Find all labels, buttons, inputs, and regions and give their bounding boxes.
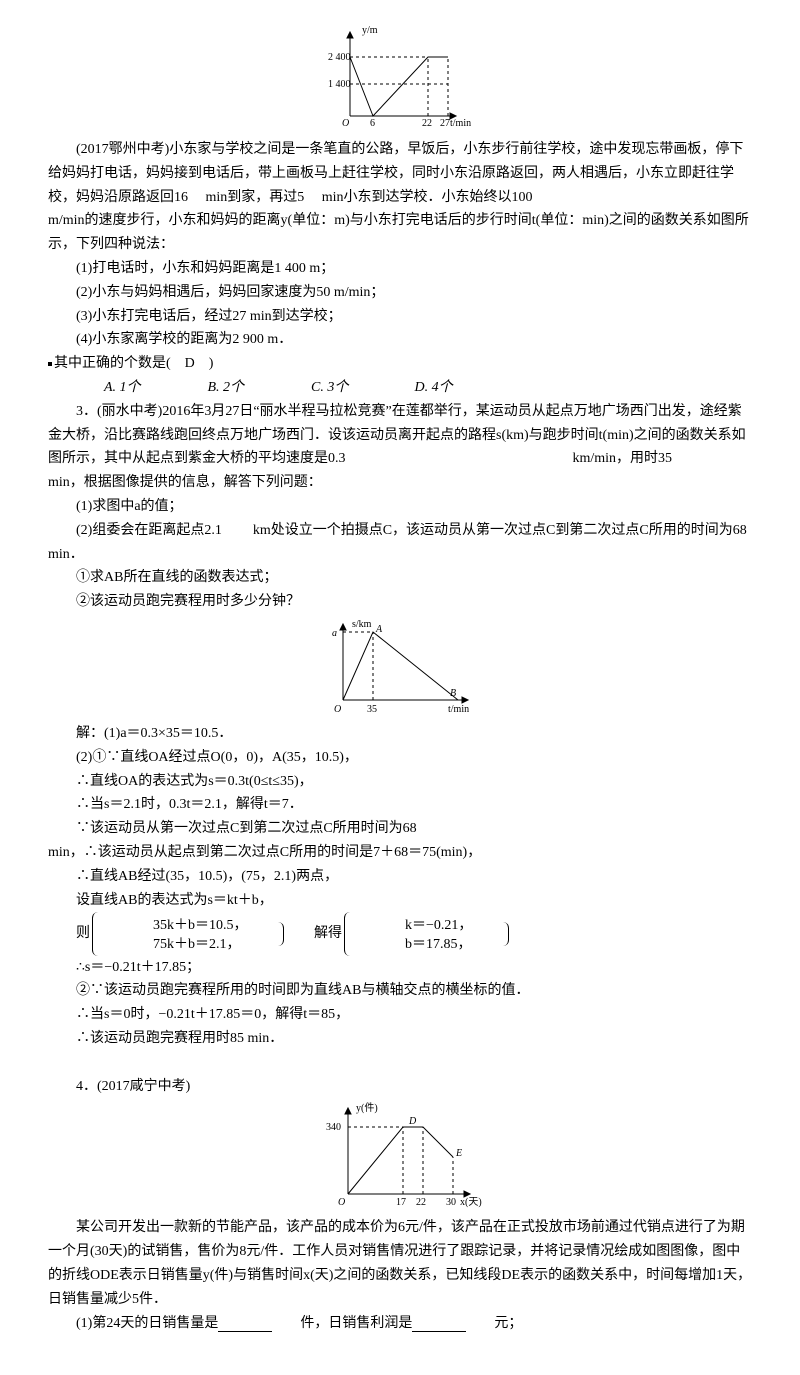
sol-l7: ∴直线AB经过(35，10.5)，(75，2.1)两点， xyxy=(48,865,752,889)
chart-svg-3: y(件) 340 D E O 17 22 30 x(天) xyxy=(318,1102,483,1212)
q4-p2b: 件，日销售利润是 xyxy=(272,1312,412,1336)
sol-l5: ∵该运动员从第一次过点C到第二次过点C所用时间为68 xyxy=(48,817,752,841)
q4-p2a: (1)第24天的日销售量是 xyxy=(48,1312,218,1336)
figure-3: y(件) 340 D E O 17 22 30 x(天) xyxy=(48,1102,752,1212)
sol-eq2a: k＝−0.21， xyxy=(377,917,472,935)
sol-eq-l: 则 xyxy=(48,922,90,946)
q2-opt-a: A. 1个 xyxy=(76,376,176,400)
sol-eq: 则 35k＋b＝10.5， 75k＋b＝2.1， 解得 k＝−0.21， b＝1… xyxy=(48,912,752,955)
q3-p2e: ②该运动员跑完赛程用时多少分钟？ xyxy=(48,590,752,614)
q3-p2b: km处设立一个拍摄点C，该运动员从第一次过点C到第二次过点C所用的时间为68 xyxy=(253,523,747,538)
sol-eq1a: 35k＋b＝10.5， xyxy=(125,917,248,935)
sol-l10: ②∵该运动员跑完赛程所用的时间即为直线AB与横轴交点的横坐标的值． xyxy=(48,979,752,1003)
sol-l1: 解：(1)a＝0.3×35＝10.5． xyxy=(48,722,752,746)
fig2-A: A xyxy=(375,624,383,635)
q2-intro-3: min小东到达学校．小东始终以100 xyxy=(322,190,533,205)
fig3-E: E xyxy=(455,1148,462,1159)
sol-eq2b: b＝17.85， xyxy=(377,936,472,954)
q3-lead: 3．(丽水中考)2016年3月27日“丽水半程马拉松竞赛”在莲都举行，某运动员从… xyxy=(48,400,752,471)
sol-l3: ∴直线OA的表达式为s＝0.3t(0≤t≤35)， xyxy=(48,770,752,794)
sol-l6: min，∴该运动员从起点到第二次过点C所用的时间是7＋68＝75(min)， xyxy=(48,841,752,865)
q4-p1: 某公司开发出一款新的节能产品，该产品的成本价为6元/件，该产品在正式投放市场前通… xyxy=(48,1216,752,1311)
q2-intro: (2017鄂州中考)小东家与学校之间是一条笔直的公路，早饭后，小东步行前往学校，… xyxy=(48,138,752,209)
sol-l12: ∴该运动员跑完赛程用时85 min． xyxy=(48,1027,752,1051)
q4-p2c: 元； xyxy=(466,1312,522,1336)
q2-opt-c: C. 3个 xyxy=(283,376,383,400)
fig2-35: 35 xyxy=(367,704,377,715)
q3-p2a: (2)组委会在距离起点2.1 xyxy=(76,523,222,538)
q4-p2: (1)第24天的日销售量是 件，日销售利润是 元； xyxy=(48,1312,752,1336)
sol-l9: ∴s＝−0.21t＋17.85； xyxy=(48,956,752,980)
q2-prompt: 其中正确的个数是( D ) xyxy=(48,352,752,376)
blank-1[interactable] xyxy=(218,1315,272,1331)
xtick-22: 22 xyxy=(422,118,432,129)
chart-svg-2: s/km a A B O 35 t/min xyxy=(318,618,483,718)
axis-x-label: t/min xyxy=(450,118,471,129)
q3-lead-3: min，根据图像提供的信息，解答下列问题： xyxy=(48,471,752,495)
origin-label: O xyxy=(342,118,349,129)
ytick-1400: 1 400 xyxy=(328,79,351,90)
fig3-O: O xyxy=(338,1197,345,1208)
fig3-y340: 340 xyxy=(326,1122,341,1133)
q2-opt-d: D. 4个 xyxy=(387,376,487,400)
figure-1: y/m 2 400 1 400 O 6 22 27 t/min xyxy=(48,24,752,134)
blank-2[interactable] xyxy=(412,1315,466,1331)
fig2-a: a xyxy=(332,628,337,639)
q3-p2: (2)组委会在距离起点2.1 km处设立一个拍摄点C，该运动员从第一次过点C到第… xyxy=(48,519,752,543)
fig2-B: B xyxy=(450,688,456,699)
axis-x-label-3: x(天) xyxy=(460,1197,482,1208)
q4-lead: 4．(2017咸宁中考) xyxy=(48,1075,752,1099)
axis-y-label-3: y(件) xyxy=(356,1102,378,1114)
fig3-D: D xyxy=(408,1116,417,1127)
q3-p2c: min． xyxy=(48,543,752,567)
q2-s4: (4)小东家离学校的距离为2 900 m． xyxy=(48,328,752,352)
q2-intro-4: m/min的速度步行，小东和妈妈的距离y(单位：m)与小东打完电话后的步行时间t… xyxy=(48,209,752,257)
q2-opt-b: B. 2个 xyxy=(180,376,280,400)
xtick-6: 6 xyxy=(370,118,375,129)
fig3-x17: 17 xyxy=(396,1197,406,1208)
ytick-2400: 2 400 xyxy=(328,52,351,63)
sol-l2: (2)①∵直线OA经过点O(0，0)，A(35，10.5)， xyxy=(48,746,752,770)
q2-options: A. 1个 B. 2个 C. 3个 D. 4个 xyxy=(48,376,752,400)
axis-x-label-2: t/min xyxy=(448,704,469,715)
sol-l4: ∴当s＝2.1时，0.3t＝2.1，解得t＝7． xyxy=(48,793,752,817)
xtick-27: 27 xyxy=(440,118,450,129)
fig2-O: O xyxy=(334,704,341,715)
q2-prompt-text: 其中正确的个数是( D ) xyxy=(54,356,213,371)
sol-l8: 设直线AB的表达式为s＝kt＋b， xyxy=(48,889,752,913)
figure-2: s/km a A B O 35 t/min xyxy=(48,618,752,718)
q3-lead-2: km/min，用时35 xyxy=(573,451,673,466)
sol-l11: ∴当s＝0时，−0.21t＋17.85＝0，解得t＝85， xyxy=(48,1003,752,1027)
fig3-x30: 30 xyxy=(446,1197,456,1208)
q2-s3: (3)小东打完电话后，经过27 min到达学校； xyxy=(48,305,752,329)
fig3-x22: 22 xyxy=(416,1197,426,1208)
q2-intro-2: min到家，再过5 xyxy=(206,190,305,205)
q2-s2: (2)小东与妈妈相遇后，妈妈回家速度为50 m/min； xyxy=(48,281,752,305)
q4-lead-text: 4．(2017咸宁中考) xyxy=(76,1079,190,1094)
axis-y-label: y/m xyxy=(362,25,378,36)
sol-eq1b: 75k＋b＝2.1， xyxy=(125,936,248,954)
sol-eq-m: 解得 xyxy=(286,922,342,946)
axis-y-label-2: s/km xyxy=(352,619,372,630)
q3-p1: (1)求图中a的值； xyxy=(48,495,752,519)
q2-s1: (1)打电话时，小东和妈妈距离是1 400 m； xyxy=(48,257,752,281)
q3-p2d: ①求AB所在直线的函数表达式； xyxy=(48,566,752,590)
chart-svg-1: y/m 2 400 1 400 O 6 22 27 t/min xyxy=(328,24,473,134)
